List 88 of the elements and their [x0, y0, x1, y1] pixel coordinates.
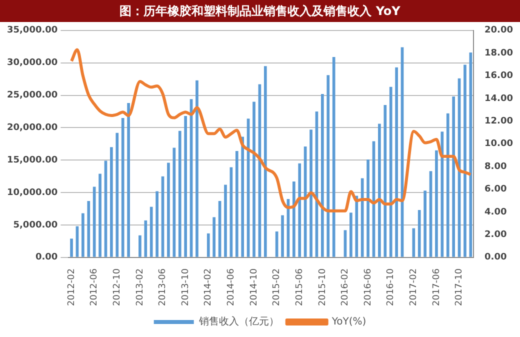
bar: [446, 113, 450, 257]
bar: [235, 151, 238, 257]
x-tick-label: 2013-10: [180, 268, 191, 306]
bar: [298, 163, 302, 257]
bar: [110, 147, 113, 257]
x-tick-label: 2016-10: [386, 268, 396, 306]
y2-tick-label: 10.00: [484, 139, 513, 150]
bar: [178, 130, 182, 257]
bar: [156, 191, 158, 257]
y-tick-label: 10,000.00: [6, 188, 58, 198]
bar: [116, 132, 119, 257]
bar: [241, 136, 244, 257]
legend-label: YoY(%): [330, 316, 366, 328]
bar: [212, 217, 216, 257]
x-tick-label: 2015-10: [318, 268, 328, 306]
bar: [98, 174, 102, 257]
y-tick-label: 30,000.00: [6, 58, 58, 68]
bar: [310, 130, 312, 257]
bar: [184, 116, 187, 257]
legend-label: 销售收入（亿元）: [198, 316, 279, 328]
y-tick-label: 15,000.00: [6, 155, 58, 166]
bar: [264, 66, 267, 257]
x-tick-label: 2014-06: [226, 268, 237, 306]
bar: [424, 190, 426, 257]
bar: [395, 67, 398, 257]
bar: [144, 220, 148, 257]
y-tick-label: 5,000.00: [13, 220, 58, 230]
bar: [224, 184, 227, 257]
x-tick-label: 2012-06: [90, 268, 100, 306]
bar: [281, 215, 284, 257]
bar: [452, 96, 455, 257]
bar: [464, 64, 466, 257]
bar: [355, 196, 358, 257]
bar: [350, 212, 352, 257]
y-tick-label: 20,000.00: [6, 123, 58, 134]
bar: [121, 118, 124, 257]
x-tick-label: 2017-10: [454, 268, 465, 306]
x-tick-label: 2017-02: [409, 268, 419, 306]
bar: [389, 86, 392, 257]
bar: [252, 102, 256, 257]
y2-tick-label: 0.00: [484, 252, 507, 263]
x-tick-label: 2015-06: [294, 268, 305, 306]
x-tick-label: 2013-06: [158, 268, 168, 306]
bar: [167, 162, 170, 257]
x-tick-label: 2013-02: [135, 268, 146, 306]
x-tick-label: 2014-02: [204, 268, 214, 306]
y2-tick-label: 2.00: [484, 230, 507, 240]
bar: [418, 210, 421, 257]
x-tick-label: 2015-02: [272, 268, 282, 306]
x-tick-label: 2016-02: [340, 268, 351, 306]
y2-tick-label: 20.00: [484, 26, 513, 36]
bar: [326, 75, 330, 257]
bar: [412, 228, 416, 257]
y2-tick-label: 18.00: [484, 48, 513, 58]
y-tick-label: 25,000.00: [6, 90, 58, 101]
y2-tick-label: 6.00: [484, 184, 507, 195]
chart-title: 图：历年橡胶和塑料制品业销售收入及销售收入 YoY: [0, 0, 520, 22]
bar: [92, 186, 96, 257]
bar: [206, 233, 210, 257]
bar: [440, 132, 444, 257]
y2-tick-label: 14.00: [484, 94, 513, 104]
bar: [321, 94, 324, 257]
x-tick-label: 2014-10: [249, 268, 260, 306]
x-tick-label: 2016-06: [363, 268, 374, 306]
bar: [332, 56, 336, 257]
bar: [196, 80, 198, 257]
bar: [292, 182, 296, 257]
y2-tick-label: 12.00: [484, 116, 513, 127]
bar: [70, 238, 73, 257]
y-tick-label: 35,000.00: [6, 26, 58, 36]
bar: [82, 213, 84, 257]
y2-tick-label: 4.00: [484, 207, 507, 218]
bar: [366, 159, 370, 257]
bar: [378, 124, 381, 257]
bar: [435, 150, 438, 257]
y2-tick-label: 8.00: [484, 162, 507, 172]
x-tick-label: 2012-10: [112, 268, 122, 306]
x-tick-label: 2012-02: [66, 268, 77, 306]
bar: [360, 178, 364, 257]
bar: [138, 235, 142, 257]
y-tick-label: 0.00: [35, 252, 58, 263]
bar: [150, 206, 153, 257]
bar: [384, 104, 387, 257]
bar: [87, 200, 90, 257]
bar: [127, 103, 130, 257]
bar: [172, 148, 176, 257]
y2-tick-label: 16.00: [484, 71, 513, 82]
x-tick-label: 2017-06: [432, 268, 442, 306]
